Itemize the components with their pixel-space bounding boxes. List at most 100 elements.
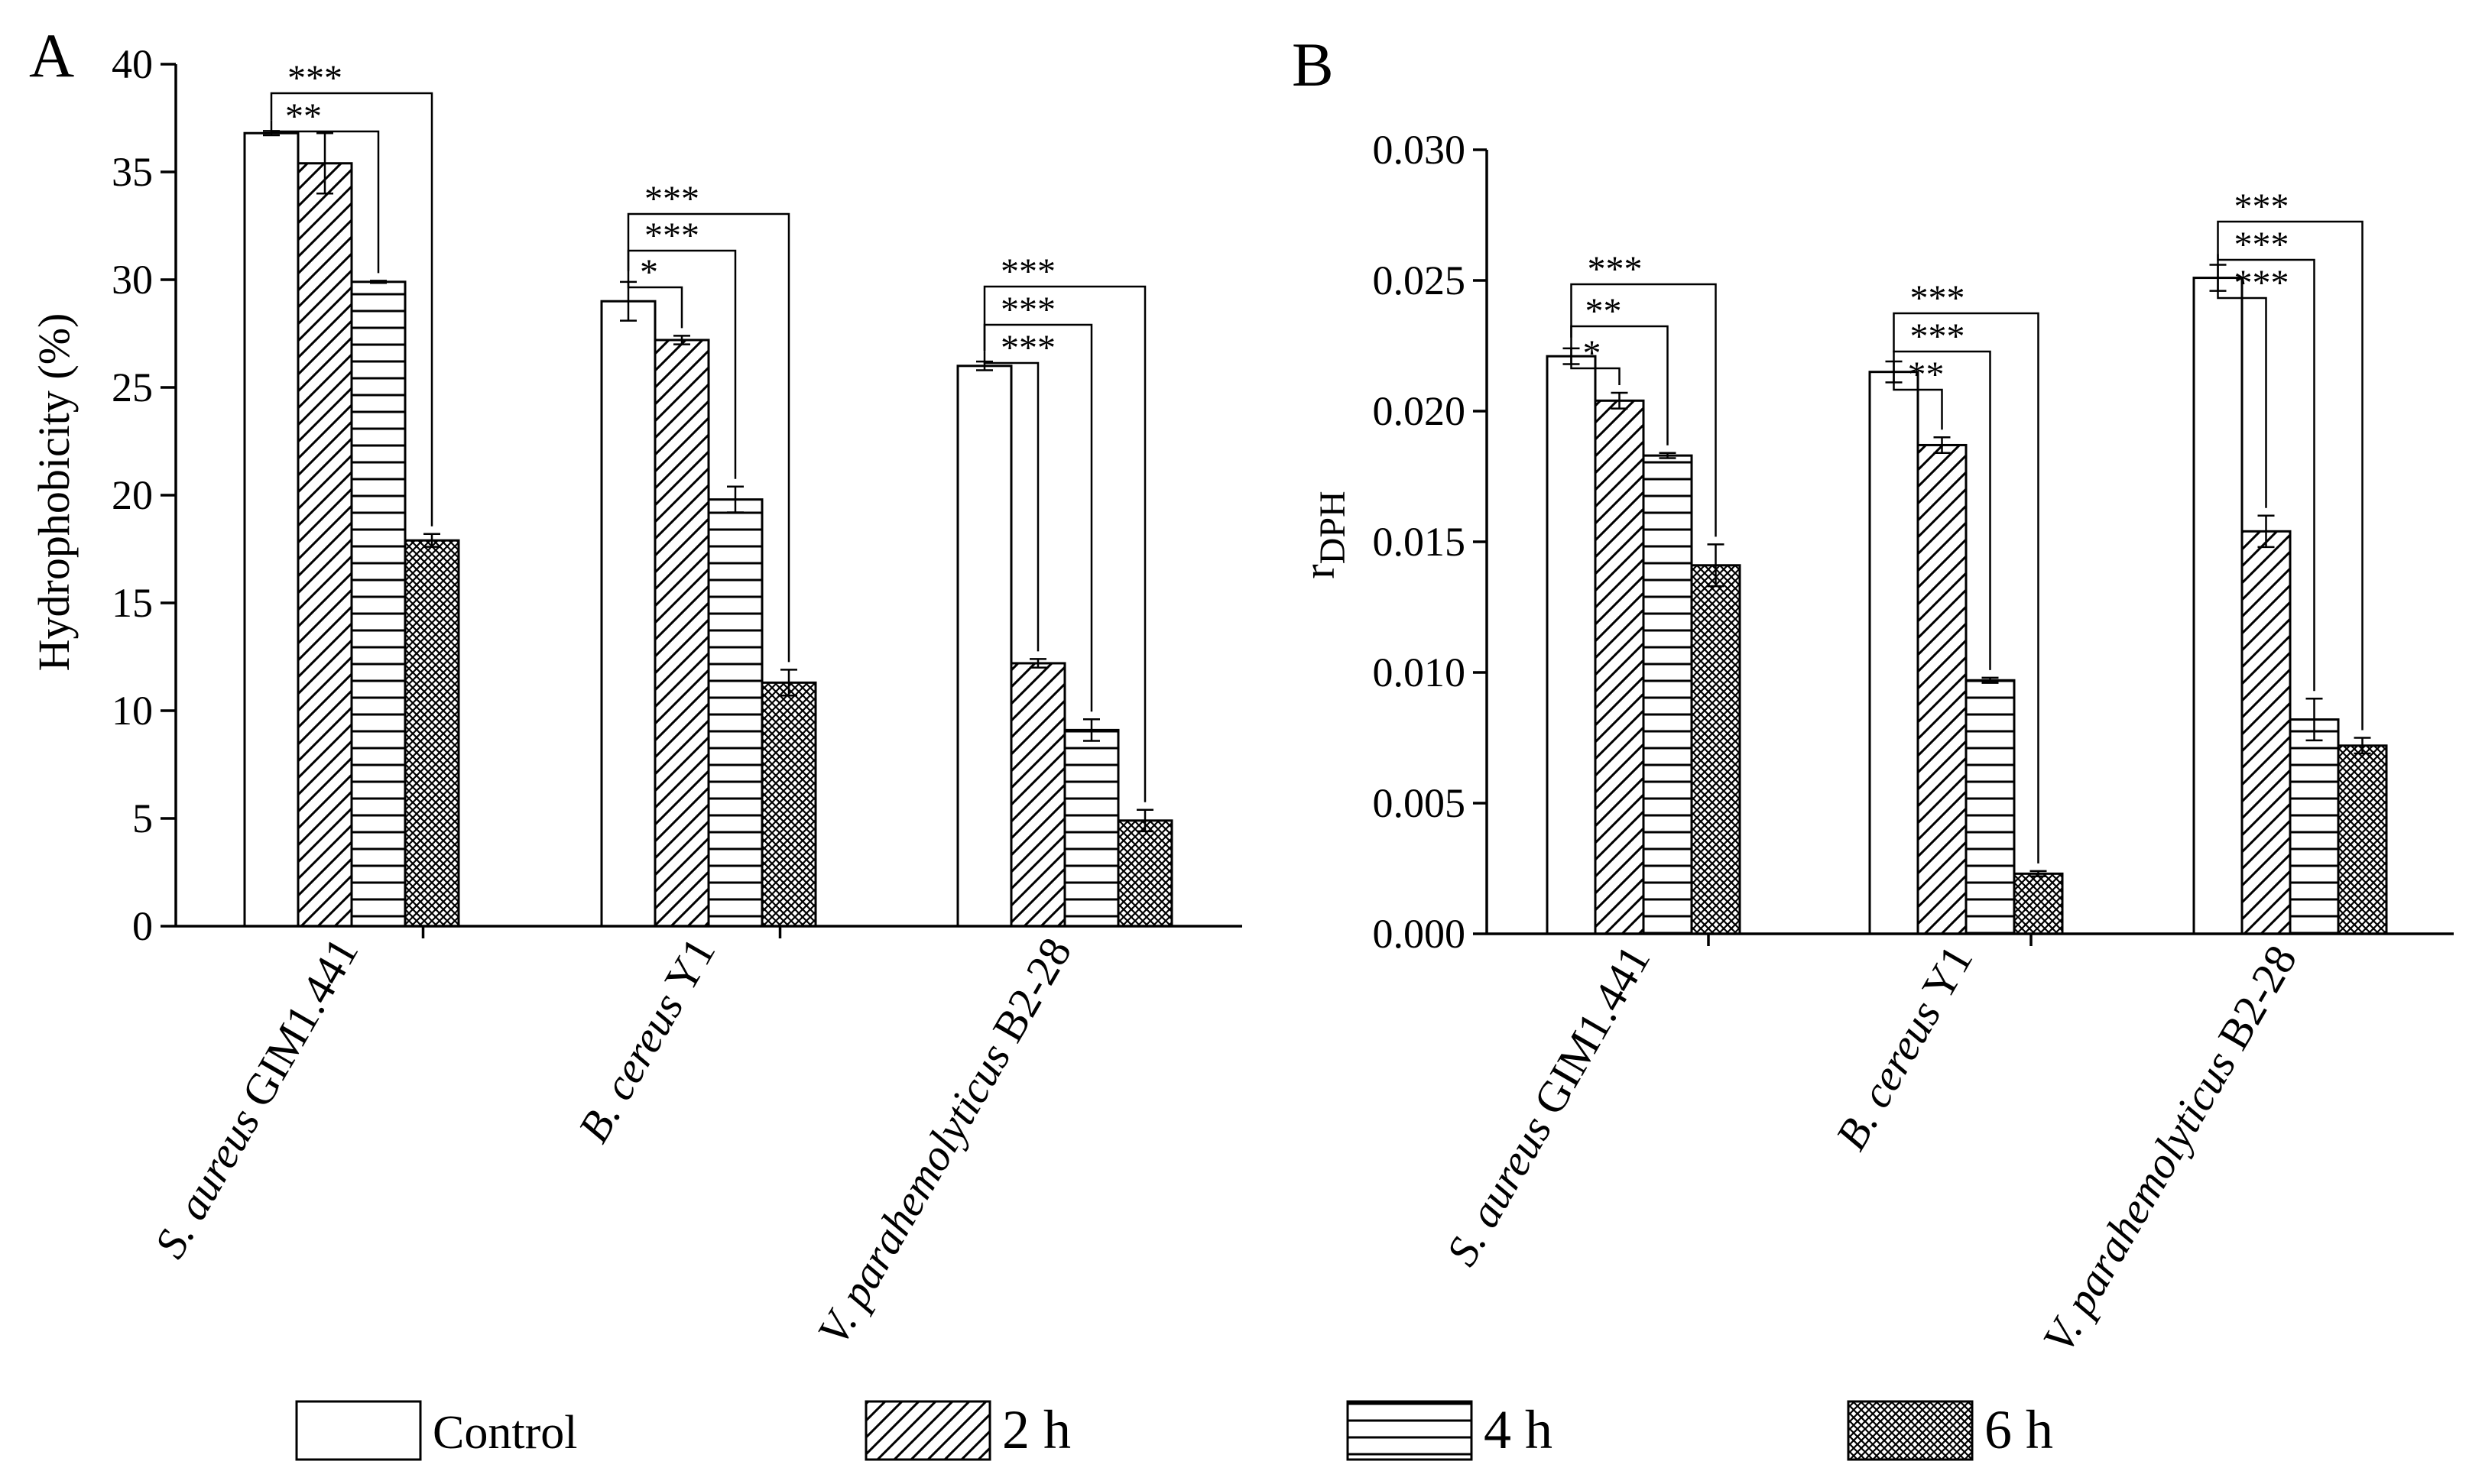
category-species-italic: B. cereus (1826, 992, 1951, 1158)
category-species-italic: V. parahemolyticus (2033, 1042, 2245, 1361)
y-tick-label: 0 (132, 903, 153, 949)
y-tick-label: 0.005 (1373, 780, 1466, 826)
panel-b-y-axis-label: rDPH (1294, 491, 1353, 578)
y-tick-label: 0.025 (1373, 258, 1466, 303)
bar-6-h (1117, 819, 1173, 928)
legend-label: Control (433, 1407, 577, 1459)
panel-b-y-axis-label-main: r (1294, 564, 1344, 578)
x-category-label: B. cereus Y1 (1826, 937, 1983, 1158)
legend-label: 4 h (1484, 1399, 1552, 1460)
significance-label: *** (644, 179, 699, 219)
y-tick-label: 5 (132, 795, 153, 841)
x-category-label: V. parahemolyticus B2-28 (807, 929, 1081, 1353)
panel-b-y-axis-label-sub: DPH (1312, 491, 1353, 564)
significance-label: *** (2234, 263, 2289, 303)
legend-swatch (1847, 1400, 1974, 1461)
significance-bracket (2217, 254, 2315, 692)
bar-2-h (1594, 399, 1645, 935)
legend-entry-6-h: 6 h (1847, 1399, 2053, 1461)
bar-control (600, 300, 657, 928)
legend-swatch (865, 1400, 991, 1461)
significance-bracket (2217, 220, 2364, 731)
y-tick-label: 0.010 (1373, 650, 1466, 695)
significance-label: *** (287, 58, 342, 99)
significance-bracket (1893, 351, 1943, 430)
panel-a-chart: A Hydrophobicity (%) *******************… (29, 21, 1242, 1353)
significance-bracket (270, 120, 380, 274)
panel-a-letter: A (29, 21, 74, 90)
significance-label: * (640, 252, 658, 293)
significance-bracket (983, 285, 1147, 802)
x-category-label: S. aureus GIM1.441 (144, 929, 368, 1266)
y-tick-label: 20 (112, 472, 153, 518)
significance-label: *** (2234, 186, 2289, 227)
bar-4-h (1642, 454, 1693, 935)
category-strain: B2-28 (2202, 937, 2306, 1068)
significance-label: *** (1001, 251, 1056, 292)
legend-entry-control: Control (295, 1400, 577, 1461)
significance-label: *** (644, 215, 699, 256)
significance-bracket (1893, 350, 1991, 670)
bar-6-h (404, 539, 460, 928)
y-tick-label: 10 (112, 688, 153, 734)
panel-b-letter: B (1292, 30, 1334, 99)
legend-label: 6 h (1984, 1399, 2053, 1460)
bar-4-h (707, 498, 764, 928)
y-tick-label: 35 (112, 149, 153, 195)
significance-bracket (270, 92, 433, 527)
legend-entry-2-h: 2 h (865, 1399, 1071, 1461)
legend: Control 2 h 4 h 6 h (295, 1399, 2053, 1461)
legend-swatch (1346, 1400, 1473, 1461)
bar-control (1546, 355, 1597, 935)
category-species-italic: S. aureus (1436, 1107, 1561, 1274)
bar-4-h (1063, 728, 1120, 928)
y-tick-label: 15 (112, 580, 153, 626)
bar-control (1868, 371, 1919, 935)
bar-4-h (2289, 718, 2340, 935)
significance-bracket (1893, 312, 2039, 864)
bar-control (2192, 277, 2244, 935)
significance-label: *** (1588, 249, 1643, 290)
y-tick-label: 25 (112, 365, 153, 410)
bar-6-h (2013, 872, 2064, 935)
category-species-italic: S. aureus (144, 1100, 269, 1266)
y-tick-label: 0.000 (1373, 911, 1466, 957)
x-category-label: V. parahemolyticus B2-28 (2033, 937, 2306, 1361)
category-species-italic: B. cereus (569, 984, 693, 1151)
legend-swatch (295, 1400, 422, 1461)
significance-label: *** (1001, 328, 1056, 368)
bar-6-h (1690, 564, 1741, 935)
bar-6-h (2337, 744, 2388, 935)
legend-entry-4-h: 4 h (1346, 1399, 1552, 1461)
bar-2-h (1010, 662, 1066, 928)
significance-label: *** (1910, 316, 1965, 357)
panel-a-y-axis-label: Hydrophobicity (%) (29, 313, 79, 672)
significance-label: *** (1910, 278, 1965, 319)
bar-4-h (1964, 679, 2016, 935)
category-species-italic: V. parahemolyticus (807, 1035, 1020, 1353)
category-strain: B2-28 (977, 929, 1081, 1060)
x-category-label: B. cereus Y1 (569, 929, 725, 1151)
significance-label: ** (1585, 291, 1622, 332)
bar-2-h (297, 162, 353, 928)
legend-label: 2 h (1002, 1399, 1071, 1460)
significance-bracket (2217, 254, 2267, 508)
significance-label: * (1583, 333, 1601, 374)
bar-2-h (1916, 443, 1968, 935)
bar-control (956, 365, 1013, 928)
panel-b-chart: B rDPH ************** ********* 0.0000.00… (1292, 30, 2454, 1361)
category-strain: GIM1.441 (226, 929, 368, 1125)
y-tick-label: 0.020 (1373, 388, 1466, 434)
significance-bracket (983, 351, 1040, 652)
bar-2-h (654, 339, 710, 928)
bar-4-h (350, 280, 407, 928)
significance-label: *** (1001, 290, 1056, 330)
y-tick-label: 0.015 (1373, 519, 1466, 565)
bar-6-h (761, 681, 817, 928)
significance-bracket (1570, 337, 1621, 386)
significance-bracket (1570, 283, 1717, 537)
y-tick-label: 40 (112, 41, 153, 87)
x-category-label: S. aureus GIM1.441 (1436, 937, 1660, 1274)
significance-label: ** (285, 96, 322, 137)
